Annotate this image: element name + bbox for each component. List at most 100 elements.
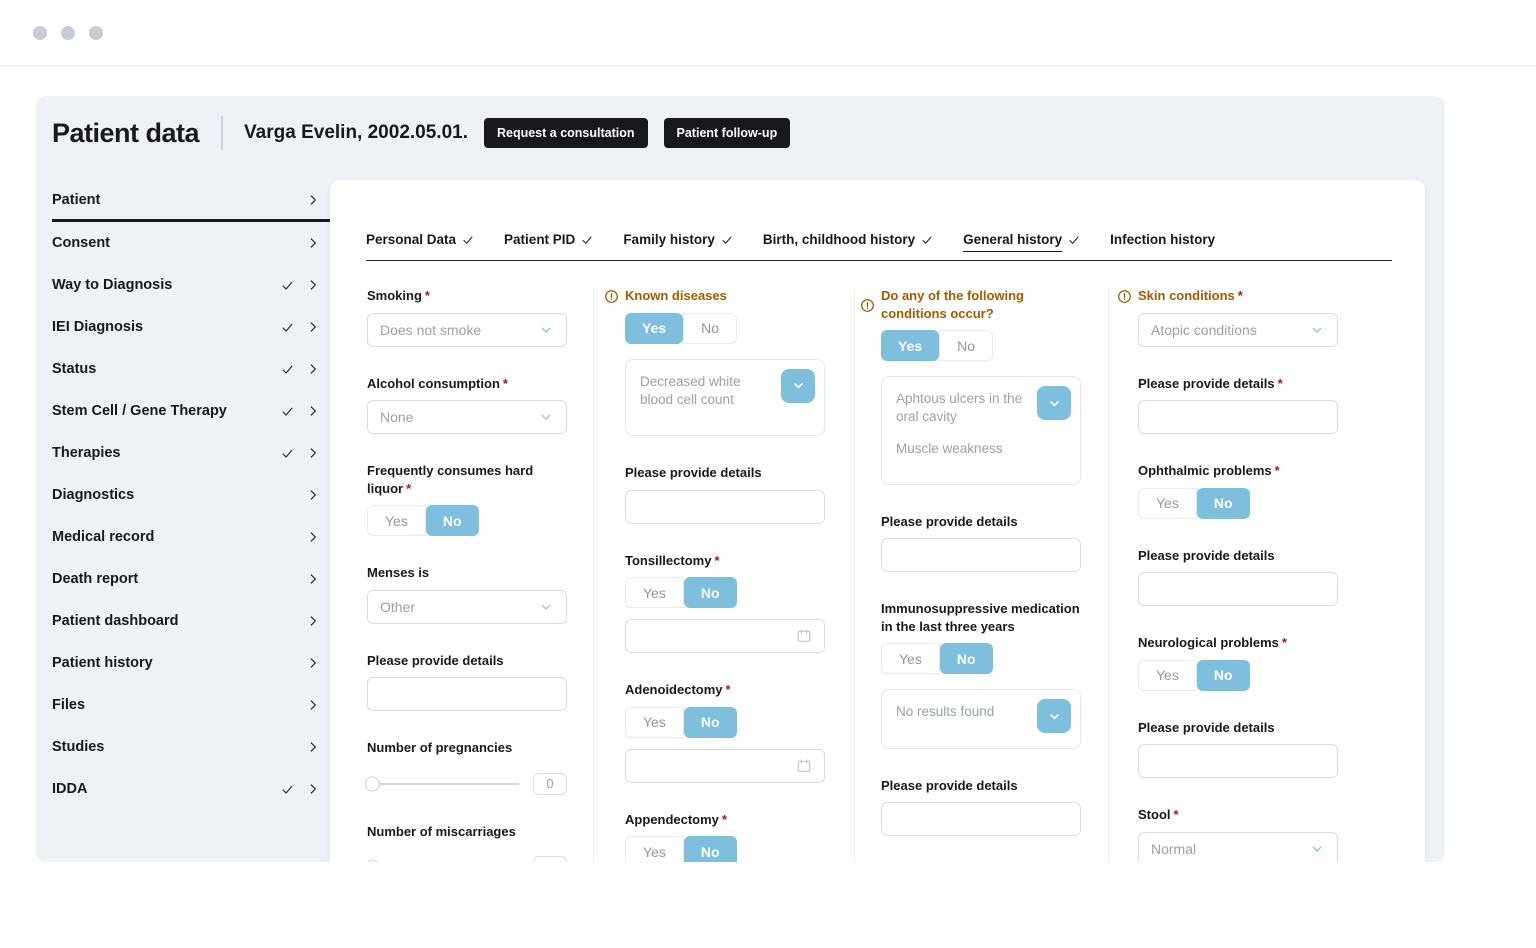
form-field: Neurological problems * Yes No [1138, 634, 1338, 691]
check-icon [281, 447, 294, 460]
please-provide-details-input[interactable] [1138, 572, 1338, 607]
tab-patient-pid[interactable]: Patient PID [504, 232, 593, 247]
do-any-of-the-following-conditions-occur-dropdown-button[interactable] [1037, 386, 1071, 421]
ophthalmic-problems-option-yes[interactable]: Yes [1138, 487, 1197, 519]
sidebar-item-label: Stem Cell / Gene Therapy [52, 403, 227, 419]
field-label-text: Known diseases [625, 287, 727, 305]
sidebar-item-files[interactable]: Files [52, 684, 330, 726]
number-of-pregnancies-value-field[interactable]: 0 [533, 772, 567, 795]
ophthalmic-problems-option-no[interactable]: No [1196, 487, 1250, 519]
multiselect-item: No results found [896, 704, 995, 720]
adenoidectomy-option-no[interactable]: No [683, 706, 737, 738]
immunosuppressive-medication-in-the-last-three-years-multiselect[interactable]: No results found [881, 689, 1081, 749]
sidebar-item-label: Way to Diagnosis [52, 277, 173, 293]
stool-select[interactable]: Normal [1138, 831, 1338, 862]
tab-personal-data[interactable]: Personal Data [366, 232, 474, 247]
sidebar-item-therapies[interactable]: Therapies [52, 432, 330, 474]
check-icon [721, 234, 733, 246]
multiselect-item: Decreased white blood cell count [640, 373, 741, 407]
request-a-consultation-button[interactable]: Request a consultation [483, 118, 648, 148]
slider-handle[interactable] [365, 776, 380, 792]
sidebar-item-patient[interactable]: Patient [52, 180, 330, 222]
patient-data-panel: Patient data Varga Evelin, 2002.05.01. R… [36, 96, 1445, 862]
sidebar-item-medical-record[interactable]: Medical record [52, 516, 330, 558]
neurological-problems-option-yes[interactable]: Yes [1138, 659, 1197, 691]
sidebar-item-studies[interactable]: Studies [52, 726, 330, 768]
known-diseases-dropdown-button[interactable] [781, 368, 815, 403]
sidebar-item-patient-history[interactable]: Patient history [52, 642, 330, 684]
adenoidectomy-option-yes[interactable]: Yes [625, 706, 684, 738]
field-label-text: Please provide details [881, 778, 1018, 793]
tab-birth-childhood-history[interactable]: Birth, childhood history [763, 232, 933, 247]
sidebar-item-way-to-diagnosis[interactable]: Way to Diagnosis [52, 264, 330, 306]
please-provide-details-input[interactable] [1138, 744, 1338, 779]
required-asterisk: * [1274, 463, 1280, 479]
chevron-right-icon [306, 782, 320, 796]
alcohol-consumption-select[interactable]: None [367, 400, 567, 435]
tonsillectomy-option-no[interactable]: No [683, 577, 737, 609]
sidebar-item-idda[interactable]: IDDA [52, 768, 330, 810]
please-provide-details-input[interactable] [881, 538, 1081, 573]
immunosuppressive-medication-in-the-last-three-years-dropdown-button[interactable] [1037, 699, 1071, 734]
field-label-value: Skin conditions [1138, 288, 1235, 303]
sidebar-item-status[interactable]: Status [52, 348, 330, 390]
field-label-value: Number of miscarriages [367, 823, 516, 839]
appendectomy-option-yes[interactable]: Yes [625, 836, 684, 862]
tonsillectomy-option-yes[interactable]: Yes [625, 577, 684, 609]
chevron-down-icon [791, 378, 806, 393]
slider-handle[interactable] [365, 859, 380, 862]
sidebar-item-diagnostics[interactable]: Diagnostics [52, 474, 330, 516]
number-of-pregnancies-slider[interactable] [365, 776, 519, 792]
do-any-of-the-following-conditions-occur-option-yes[interactable]: Yes [881, 330, 940, 362]
tonsillectomy-date-input[interactable] [625, 619, 825, 654]
sidebar-item-consent[interactable]: Consent [52, 222, 330, 264]
field-label-text: Ophthalmic problems * [1138, 463, 1280, 478]
select-value: Normal [1151, 840, 1197, 857]
tab-infection-history[interactable]: Infection history [1110, 232, 1215, 247]
sidebar-item-iei-diagnosis[interactable]: IEI Diagnosis [52, 306, 330, 348]
known-diseases-toggle: Yes No [625, 312, 738, 344]
frequently-consumes-hard-liquor-option-no[interactable]: No [425, 505, 479, 537]
chevron-down-icon [1309, 322, 1325, 338]
chevron-right-icon [306, 530, 320, 544]
field-label-text: Skin conditions * [1138, 287, 1243, 305]
sidebar-item-stem-cell-gene-therapy[interactable]: Stem Cell / Gene Therapy [52, 390, 330, 432]
menses-is-select[interactable]: Other [367, 589, 567, 624]
please-provide-details-input[interactable] [625, 489, 825, 524]
known-diseases-option-no[interactable]: No [683, 312, 738, 344]
sidebar-item-death-report[interactable]: Death report [52, 558, 330, 600]
neurological-problems-option-no[interactable]: No [1196, 659, 1250, 691]
chevron-right-icon [306, 446, 320, 460]
field-label-value: Please provide details [1138, 547, 1275, 563]
select-value: Does not smoke [380, 321, 482, 338]
form-field: Known diseases Yes No Decreased white blood… [605, 287, 825, 436]
please-provide-details-input[interactable] [1138, 400, 1338, 435]
known-diseases-option-yes[interactable]: Yes [625, 312, 684, 344]
tab-general-history[interactable]: General history [963, 232, 1080, 247]
form-columns: Smoking * Does not smoke Alcohol consumptio… [330, 261, 1425, 862]
sidebar-item-patient-dashboard[interactable]: Patient dashboard [52, 600, 330, 642]
do-any-of-the-following-conditions-occur-option-no[interactable]: No [939, 330, 994, 362]
do-any-of-the-following-conditions-occur-multiselect[interactable]: Aphtous ulcers in the oral cavity Muscle … [881, 376, 1081, 485]
patient-follow-up-button[interactable]: Patient follow-up [663, 118, 791, 148]
please-provide-details-input[interactable] [367, 677, 567, 712]
immunosuppressive-medication-in-the-last-three-years-option-yes[interactable]: Yes [881, 643, 940, 675]
field-label-value: Known diseases [625, 288, 727, 303]
appendectomy-option-no[interactable]: No [683, 836, 737, 862]
known-diseases-multiselect[interactable]: Decreased white blood cell count [625, 358, 825, 436]
skin-conditions-select[interactable]: Atopic conditions [1138, 312, 1338, 347]
tab-family-history[interactable]: Family history [623, 232, 733, 247]
please-provide-details-input[interactable] [881, 802, 1081, 837]
check-icon [921, 234, 933, 246]
sidebar-item-label: Therapies [52, 445, 121, 461]
frequently-consumes-hard-liquor-option-yes[interactable]: Yes [367, 505, 426, 537]
multiselect-item: Muscle weakness [896, 440, 1003, 456]
chevron-right-icon [306, 740, 320, 754]
adenoidectomy-date-input[interactable] [625, 748, 825, 783]
neurological-problems-toggle: Yes No [1138, 659, 1250, 691]
number-of-miscarriages-value-field[interactable]: 0 [533, 856, 567, 862]
form-field: Number of miscarriages 0 [365, 823, 567, 862]
smoking-select[interactable]: Does not smoke [367, 312, 567, 347]
immunosuppressive-medication-in-the-last-three-years-option-no[interactable]: No [939, 643, 993, 675]
do-any-of-the-following-conditions-occur-toggle: Yes No [881, 330, 994, 362]
